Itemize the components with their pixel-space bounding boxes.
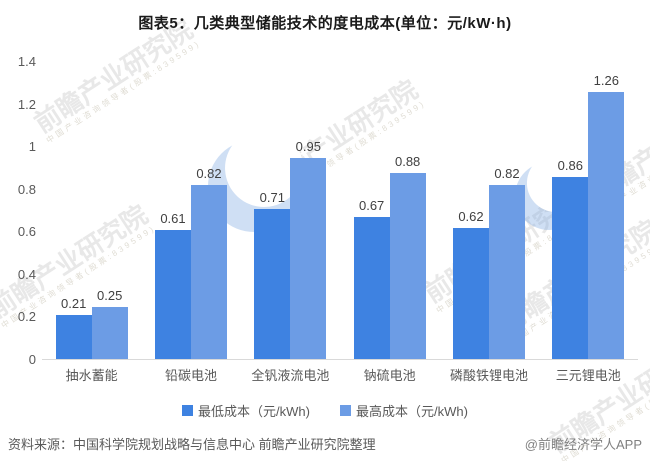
y-tick-label: 0: [28, 352, 36, 367]
x-axis-labels: 抽水蓄能 铅碳电池 全钒液流电池 钠硫电池 磷酸铁锂电池 三元锂电池: [42, 365, 638, 384]
bar-group: 0.71 0.95: [241, 62, 340, 360]
bar-group: 0.21 0.25: [42, 62, 141, 360]
bar-max: [190, 185, 227, 360]
x-axis-label: 钠硫电池: [363, 368, 416, 383]
x-axis-label: 三元锂电池: [555, 368, 621, 383]
legend-swatch-icon: [182, 405, 194, 416]
y-tick-label: 0.6: [17, 224, 36, 240]
value-label: 0.61: [160, 211, 186, 226]
bar-min: [254, 209, 291, 360]
legend-swatch-icon: [340, 405, 351, 416]
publisher-credit: @前瞻经济学人APP: [524, 437, 642, 452]
legend-label: 最低成本（元/kWh): [198, 404, 310, 419]
bar-min: [552, 177, 589, 360]
bar-min: [353, 217, 390, 360]
y-tick-label: 1: [28, 139, 36, 155]
bar-max: [389, 173, 426, 360]
y-tick-label: 0.8: [17, 181, 36, 197]
y-tick-label: 1.4: [17, 54, 36, 69]
plot-area: 0.21 0.25 0.61 0.82 0.71 0.95 0.67 0.88 0.62 0.82…: [42, 62, 638, 360]
value-label: 0.62: [458, 209, 484, 224]
value-label: 0.67: [358, 198, 385, 213]
bar-min: [452, 228, 489, 360]
bar-max: [488, 185, 525, 360]
x-axis-label: 抽水蓄能: [65, 368, 118, 383]
bar-max: [91, 307, 128, 360]
bar-group: 0.67 0.88: [340, 62, 439, 360]
x-axis-label: 全钒液流电池: [251, 368, 330, 383]
value-label: 0.86: [557, 158, 583, 173]
value-label: 0.71: [259, 190, 285, 205]
legend-label: 最高成本（元/kWh): [356, 404, 468, 419]
chart-legend: 最低成本（元/kWh) 最高成本（元/kWh): [0, 401, 650, 420]
data-source-note: 资料来源：中国科学院规划战略与信息中心 前瞻产业研究院整理: [8, 437, 376, 452]
bar-min: [154, 230, 191, 360]
legend-item: 最低成本（元/kWh): [182, 401, 310, 420]
y-tick-label: 1.2: [17, 96, 36, 112]
y-tick-label: 0.4: [17, 266, 36, 282]
value-label: 0.25: [97, 288, 123, 303]
bar-max: [290, 158, 327, 360]
bar-max: [588, 92, 625, 360]
value-label: 0.95: [295, 139, 321, 154]
bar-group: 0.86 1.26: [539, 62, 638, 360]
bar-group: 0.61 0.82: [141, 62, 240, 360]
chart-title: 图表5：几类典型储能技术的度电成本(单位：元/kW·h): [138, 15, 512, 32]
x-axis-label: 铅碳电池: [164, 368, 217, 383]
value-label: 1.26: [593, 73, 619, 88]
x-axis-label: 磷酸铁锂电池: [449, 368, 528, 383]
value-label: 0.88: [394, 154, 421, 169]
y-tick-label: 0.2: [17, 309, 36, 325]
x-axis-line: [42, 359, 638, 360]
value-label: 0.82: [494, 166, 520, 181]
bar-group: 0.62 0.82: [439, 62, 538, 360]
value-label: 0.21: [61, 296, 87, 311]
legend-item: 最高成本（元/kWh): [340, 401, 468, 420]
value-label: 0.82: [196, 166, 222, 181]
bar-min: [55, 315, 92, 360]
